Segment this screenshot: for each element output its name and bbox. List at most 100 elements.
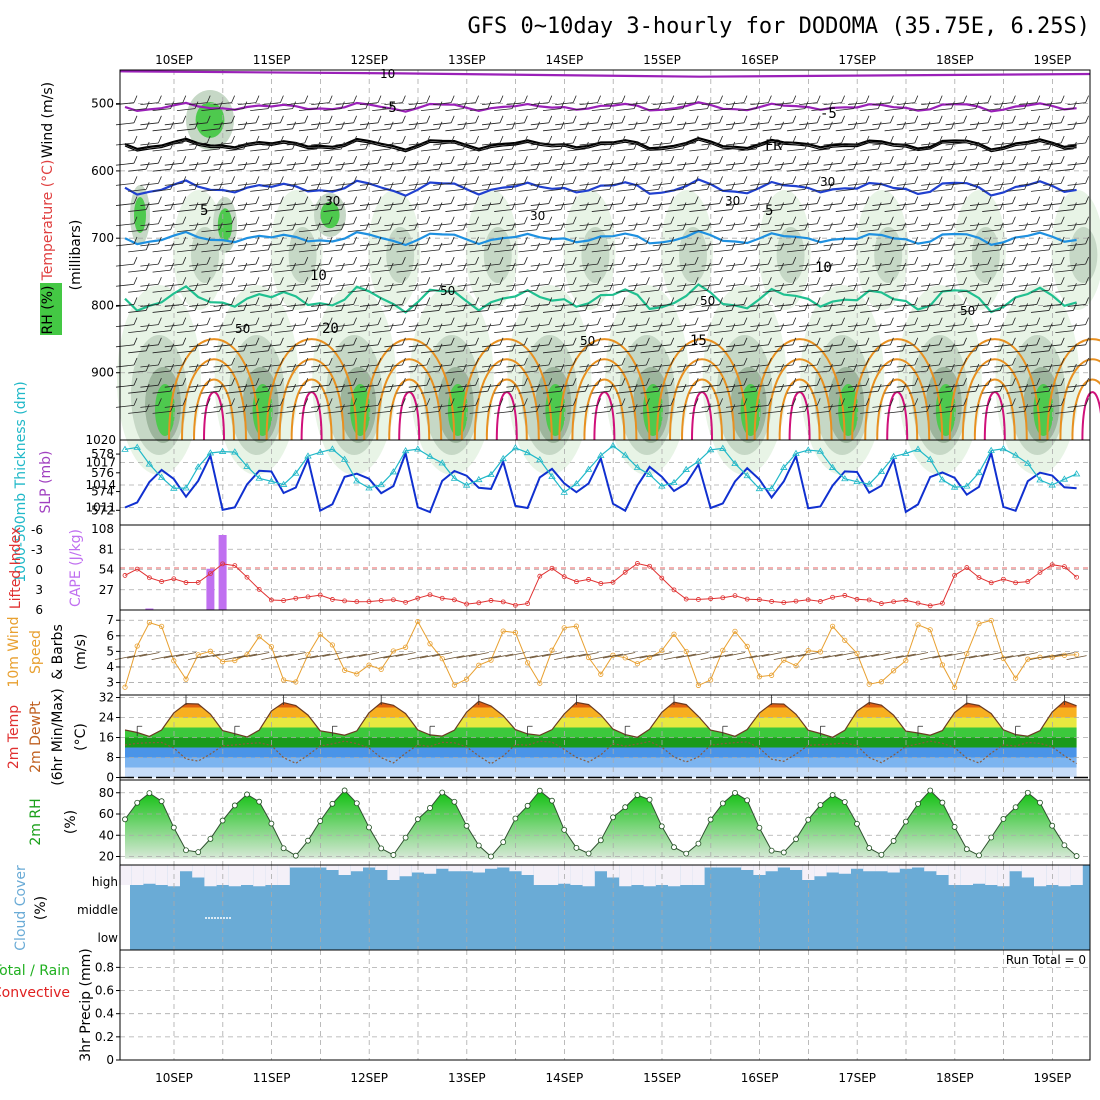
wind-barb-flag: [938, 216, 943, 224]
wind-barb-shaft: [433, 263, 452, 267]
wind-barb-shaft: [408, 122, 427, 126]
wind-barb-flag: [731, 101, 736, 109]
wind-barb-flag: [463, 343, 467, 351]
wind-barb-flag: [1012, 378, 1016, 386]
wind-barb-flag: [377, 216, 382, 224]
wind-barb-flag: [206, 236, 211, 245]
rh-2m-point: [488, 853, 494, 860]
wind-barb-shaft: [237, 182, 257, 186]
lifted-index-point: [854, 596, 860, 602]
wind-barb-flag: [463, 283, 467, 291]
wind-barb-flag: [499, 317, 504, 325]
cloud-gap-high: [716, 865, 729, 868]
wind-barb-shaft: [506, 364, 525, 368]
rh-2m-point: [610, 814, 616, 821]
wind-barb-shaft: [921, 223, 940, 227]
lifted-index-point: [232, 563, 238, 569]
wind-barb-flag: [1024, 384, 1028, 392]
wind-barb-shaft: [152, 269, 171, 273]
wind-barb-flag: [670, 357, 675, 366]
wind-barb-shaft: [774, 182, 793, 186]
wind-barb-shaft: [896, 304, 915, 307]
label-2m-dewpt: 2m DewPt: [28, 701, 44, 773]
wind-barb-flag: [377, 236, 382, 245]
wind-barb-shaft: [994, 364, 1013, 368]
wind-barb-flag: [853, 242, 858, 251]
wind-barb-shaft: [799, 102, 818, 106]
wind-barb-shaft: [542, 148, 562, 152]
wind-barb-flag: [341, 323, 345, 331]
wind-barb-shaft: [945, 404, 964, 408]
wind-barb-shaft: [335, 404, 354, 408]
cloud-gap-high: [582, 865, 595, 887]
wind-barb-shaft: [579, 263, 598, 267]
wind-barb-shaft: [323, 330, 342, 334]
wind-barb-shaft: [640, 249, 659, 253]
wind-barb-flag: [572, 277, 577, 285]
label-wind-unit: (m/s): [73, 634, 89, 671]
wind-barb-shaft: [323, 249, 342, 253]
wind-barb-shaft: [481, 243, 501, 247]
wind-barb-shaft: [201, 310, 220, 313]
wind-barb-flag: [951, 101, 955, 109]
wind-barb-flag: [170, 323, 174, 331]
wind-barb-shaft: [896, 182, 915, 186]
wind-barb-shaft: [274, 370, 293, 374]
wind-barb-shaft: [628, 283, 647, 287]
wind-barb-flag: [170, 303, 174, 311]
rh-axis-label: 20: [99, 850, 114, 864]
thickness-point: [389, 468, 398, 475]
cloud-gap-high: [131, 865, 144, 885]
wind-barb-flag: [719, 256, 723, 265]
cloud-gap-high: [1058, 865, 1071, 887]
wind-barb-shaft: [945, 283, 964, 287]
wind-barb-shaft: [677, 404, 696, 408]
wind-barb-flag: [975, 323, 980, 331]
wind-barb-shaft: [323, 108, 342, 112]
wind-barb-flag: [853, 384, 858, 392]
wind-barb-flag: [1048, 162, 1053, 170]
wind-barb-shaft: [286, 404, 305, 408]
lifted-index-point: [500, 599, 506, 605]
wind-barb-shaft: [323, 410, 342, 414]
rh-2m-point: [719, 800, 726, 807]
wind-barb-shaft: [1067, 344, 1086, 348]
wind-barb-shaft: [189, 404, 208, 408]
wind-barb-shaft: [945, 142, 964, 146]
wind-barb-shaft: [225, 330, 244, 334]
wind-barb-flag: [292, 182, 296, 190]
wind-barb-flag: [719, 317, 723, 325]
wind-barb-shaft: [347, 269, 366, 273]
wind-barb-flag: [1024, 303, 1028, 311]
precip-axis-label: 0.8: [95, 960, 114, 974]
wind-barb-flag: [670, 297, 675, 305]
wind-barb-shaft: [664, 128, 684, 132]
wind-barb-flag: [743, 357, 748, 366]
surface-wind-barb: [956, 655, 977, 661]
wind-barb-flag: [316, 121, 321, 129]
wind-barb-shaft: [872, 223, 891, 227]
wind-barb-flag: [353, 317, 357, 325]
wind-barb-shaft: [518, 289, 537, 293]
wind-speed-point: [268, 644, 274, 650]
wind-barb-shaft: [152, 209, 171, 212]
wind-barb-shaft: [1067, 122, 1086, 126]
wind-barb-shaft: [298, 269, 318, 273]
wind-barb-flag: [133, 156, 138, 164]
wind-barb-shaft: [908, 350, 928, 354]
wind-barb-flag: [158, 176, 162, 184]
wind-barb-shaft: [347, 330, 366, 334]
wind-barb-flag: [890, 236, 894, 245]
wind-barb-flag: [1012, 176, 1016, 184]
lifted-index-point: [268, 597, 274, 603]
wind-barb-shaft: [298, 370, 318, 374]
wind-barb-shaft: [921, 203, 940, 206]
rh-2m-point: [366, 824, 372, 831]
wind-barb-shaft: [359, 142, 379, 146]
lifted-index-point: [439, 595, 445, 601]
wind-barb-shaft: [701, 404, 720, 408]
wind-barb-flag: [206, 337, 211, 345]
wind-barb-flag: [145, 343, 150, 351]
wind-barb-shaft: [152, 330, 171, 334]
cloud-gap-high: [1021, 865, 1034, 878]
